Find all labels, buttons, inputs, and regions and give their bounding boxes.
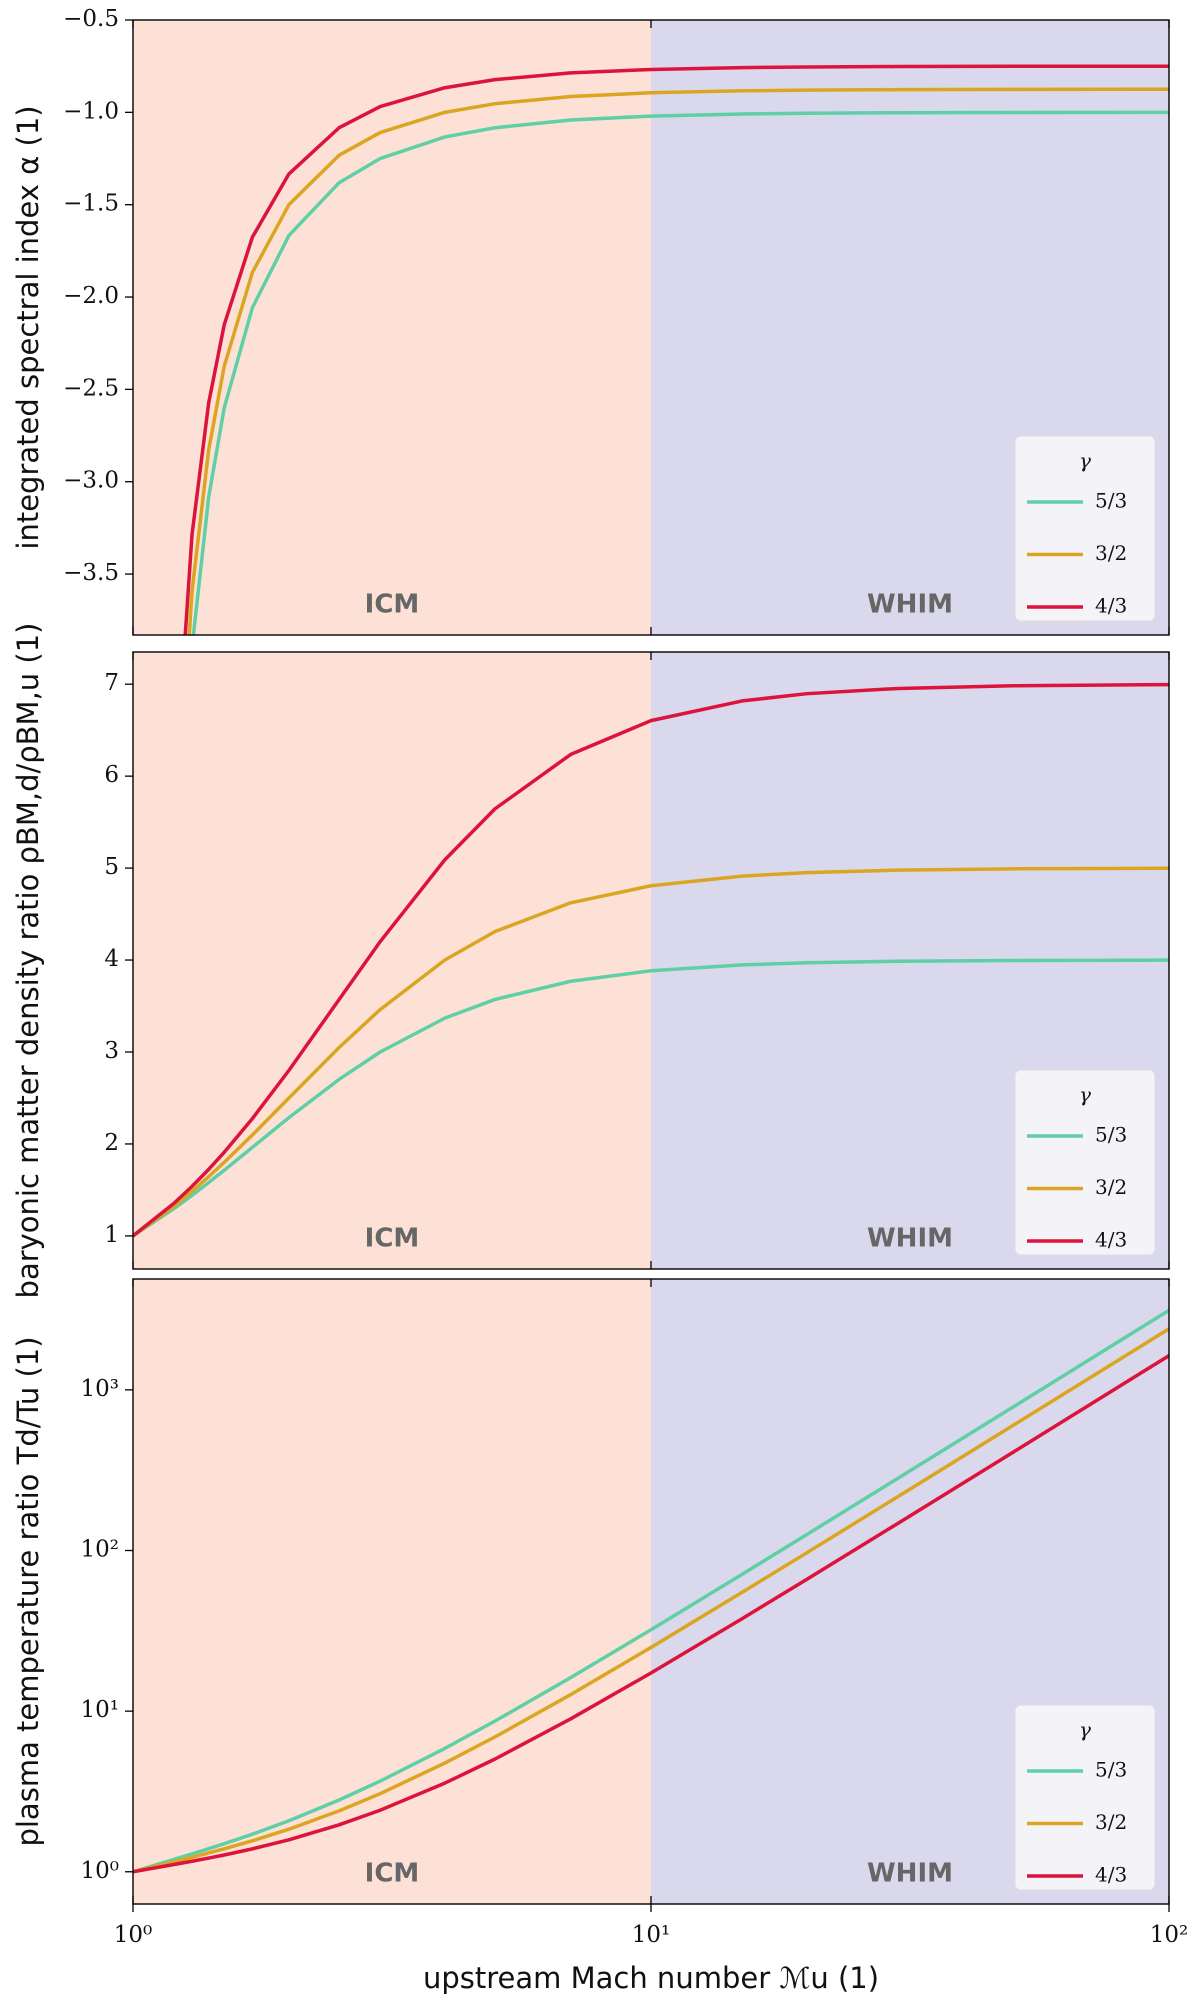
- frame: [132, 651, 1170, 1270]
- legend-label: 5/3: [1095, 489, 1127, 513]
- y-tick-label: 3: [104, 1038, 119, 1064]
- region-label: ICM: [365, 590, 420, 620]
- y-tick-label: 6: [104, 762, 119, 788]
- region-label: WHIM: [867, 1859, 953, 1889]
- panel: ICM WHIM −3.5 −3.0 −2.5 −2.0 −1.5 −1.0 −0.5 γ5/3 3…: [11, 6, 1170, 636]
- legend-title: γ: [1079, 449, 1091, 473]
- y-tick-label: 10⁰: [81, 1858, 120, 1884]
- series-line: [133, 958, 1169, 1238]
- series-line: [133, 1327, 1169, 1874]
- series-line: [191, 110, 1169, 635]
- series-line: [133, 866, 1169, 1238]
- series-line: [133, 1308, 1169, 1874]
- legend-label: 5/3: [1095, 1758, 1127, 1782]
- lines: [133, 682, 1169, 1238]
- legend-label: 4/3: [1095, 1863, 1127, 1887]
- legend-label: 3/2: [1095, 1175, 1127, 1199]
- y-tick-label: 10³: [81, 1376, 120, 1402]
- region: [133, 1279, 651, 1904]
- panel: ICM WHIM 1 2 3 4 5 6 7 γ5/3 3/2 4/3 baryonic matter …: [11, 623, 1170, 1299]
- y-tick-label: −3.5: [63, 560, 119, 586]
- legend-label: 3/2: [1095, 541, 1127, 565]
- region-label: WHIM: [867, 1224, 953, 1254]
- y-tick-label: −2.5: [63, 375, 119, 401]
- panel: ICM WHIM 10⁰ 10¹ 10² 10³ 10⁰ 10¹ 10² γ5/3 3/2 4/3 pl…: [11, 1278, 1189, 1995]
- series-line: [133, 1354, 1169, 1874]
- region-label: ICM: [365, 1224, 420, 1254]
- y-tick-label: −1.5: [63, 191, 119, 217]
- frame: [132, 19, 1170, 636]
- x-axis-label: upstream Mach number ℳu (1): [423, 1961, 879, 1995]
- legend-title: γ: [1079, 1718, 1091, 1742]
- legend-box: [1014, 1069, 1156, 1256]
- x-tick-label: 10¹: [632, 1922, 671, 1948]
- y-tick-label: −1.0: [63, 98, 119, 124]
- y-tick-label: 10¹: [81, 1697, 120, 1723]
- legend-box: [1014, 1704, 1156, 1891]
- region-label: WHIM: [867, 590, 953, 620]
- legend-label: 4/3: [1095, 594, 1127, 618]
- y-axis-label: plasma temperature ratio Td/Tu (1): [11, 1336, 45, 1846]
- y-tick-label: 4: [104, 946, 119, 972]
- region-label: ICM: [365, 1859, 420, 1889]
- x-tick-label: 10²: [1150, 1922, 1189, 1948]
- y-axis-label: integrated spectral index α (1): [11, 105, 45, 549]
- y-tick-label: 1: [104, 1222, 119, 1248]
- series-line: [187, 87, 1169, 635]
- lines: [133, 1308, 1169, 1874]
- y-axis-label: baryonic matter density ratio ρBM,d/ρBM,…: [11, 623, 45, 1299]
- legend-title: γ: [1079, 1083, 1091, 1107]
- x-tick-label: 10⁰: [114, 1922, 153, 1948]
- y-tick-label: 10²: [81, 1537, 120, 1563]
- y-tick-label: 5: [104, 854, 119, 880]
- series-line: [183, 64, 1169, 635]
- legend-label: 5/3: [1095, 1123, 1127, 1147]
- series-line: [133, 682, 1169, 1238]
- legend-label: 4/3: [1095, 1228, 1127, 1252]
- y-tick-label: 2: [104, 1130, 119, 1156]
- y-tick-label: −0.5: [63, 6, 119, 32]
- region: [133, 20, 651, 635]
- y-tick-label: −3.0: [63, 468, 119, 494]
- lines: [183, 64, 1169, 635]
- y-tick-label: −2.0: [63, 283, 119, 309]
- legend-label: 3/2: [1095, 1810, 1127, 1834]
- legend-box: [1014, 435, 1156, 622]
- y-tick-label: 7: [104, 670, 119, 696]
- frame: [132, 1278, 1170, 1905]
